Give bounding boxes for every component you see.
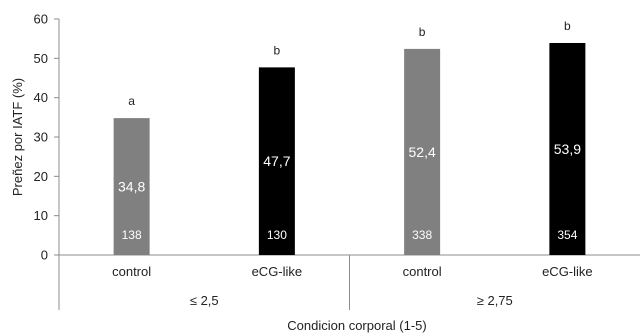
- n-label: 354: [557, 228, 577, 242]
- y-tick-label: 40: [34, 90, 48, 105]
- bar: [258, 67, 295, 255]
- significance-letter: a: [128, 94, 135, 108]
- value-label: 34,8: [118, 179, 145, 195]
- n-label: 338: [412, 228, 432, 242]
- value-label: 53,9: [554, 141, 581, 157]
- y-tick-label: 60: [34, 12, 48, 27]
- group-label: ≥ 2,75: [477, 293, 513, 308]
- n-label: 138: [122, 228, 142, 242]
- x-axis-title: Condicion corporal (1-5): [287, 318, 426, 333]
- category-label: control: [403, 264, 442, 279]
- labels: 0 10 20 30 40 50 60 ≤ 2,5 control a 34,8 138 eCG-lik…: [34, 12, 593, 309]
- bar: [404, 48, 441, 255]
- y-tick-label: 50: [34, 51, 48, 66]
- bars: [113, 42, 586, 256]
- category-label: control: [112, 264, 151, 279]
- significance-letter: b: [564, 19, 571, 33]
- bar: [549, 42, 586, 255]
- group-label: ≤ 2,5: [190, 293, 219, 308]
- category-label: eCG-like: [542, 264, 593, 279]
- value-label: 47,7: [263, 153, 290, 169]
- n-label: 130: [267, 228, 287, 242]
- y-tick-label: 20: [34, 169, 48, 184]
- significance-letter: b: [419, 25, 426, 39]
- significance-letter: b: [274, 43, 281, 57]
- bar: [113, 118, 150, 256]
- value-label: 52,4: [409, 144, 436, 160]
- axes: [54, 18, 640, 310]
- y-tick-label: 30: [34, 130, 48, 145]
- category-label: eCG-like: [252, 264, 303, 279]
- y-axis-title: Preñez por IATF (%): [10, 78, 25, 196]
- y-tick-label: 10: [34, 208, 48, 223]
- y-tick-label: 0: [41, 248, 48, 263]
